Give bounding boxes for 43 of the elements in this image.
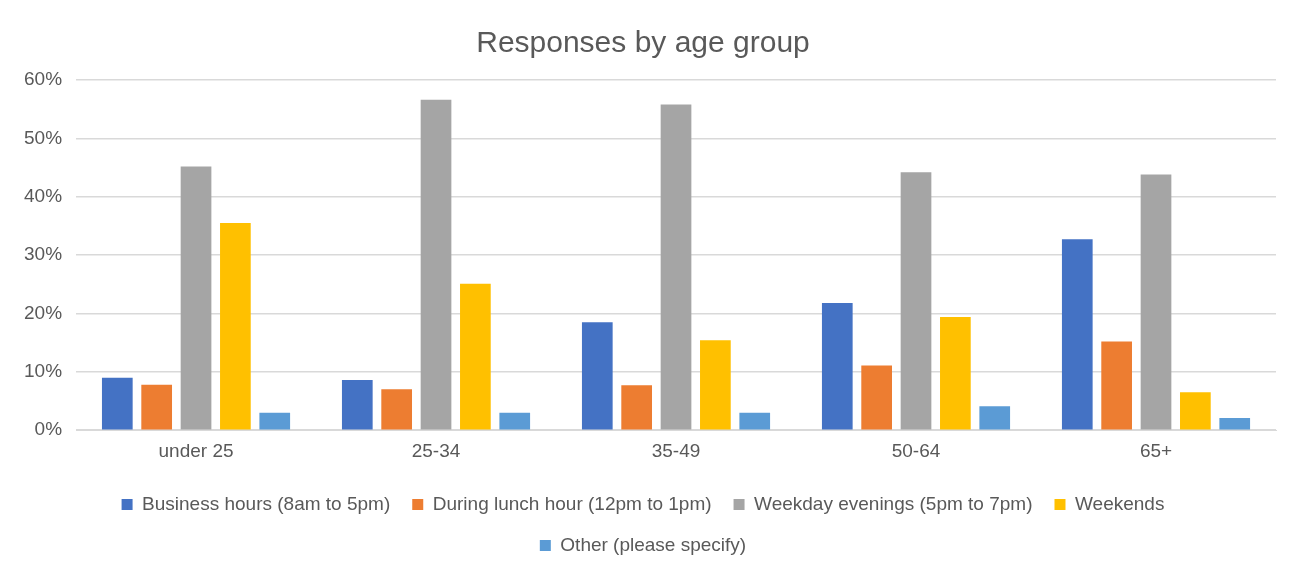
- y-tick-label: 10%: [24, 360, 63, 382]
- bar: [101, 377, 133, 430]
- y-tick-label: 0%: [34, 418, 63, 440]
- x-tick-label: 25-34: [411, 439, 461, 461]
- x-tick-label: 65+: [1139, 439, 1173, 461]
- y-tick-label: 40%: [24, 184, 63, 206]
- bar: [900, 172, 932, 430]
- bar: [821, 302, 853, 430]
- y-tick-label: 60%: [24, 68, 63, 90]
- bar: [1219, 417, 1251, 430]
- bar: [1180, 392, 1211, 430]
- bar: [259, 412, 291, 430]
- bar: [1140, 174, 1172, 430]
- legend-label: During lunch hour (12pm to 1pm): [432, 492, 712, 514]
- bar: [141, 384, 173, 430]
- bar: [420, 99, 452, 430]
- bar: [581, 322, 613, 430]
- y-tick-label: 20%: [24, 301, 63, 323]
- bar: [940, 316, 971, 430]
- bar: [499, 412, 531, 430]
- y-tick-label: 50%: [24, 126, 63, 148]
- bar: [861, 365, 892, 430]
- bar: [660, 104, 692, 430]
- bar: [979, 406, 1011, 430]
- bar: [220, 223, 251, 430]
- y-tick-label: 30%: [24, 243, 63, 265]
- bar: [739, 412, 771, 430]
- x-tick-label: under 25: [158, 439, 234, 461]
- x-tick-label: 35-49: [651, 439, 701, 461]
- bar: [381, 389, 413, 430]
- bar: [1101, 341, 1132, 430]
- bar: [700, 340, 731, 430]
- bar: [1061, 239, 1093, 430]
- legend-label: Other (please specify): [560, 533, 747, 555]
- bar: [460, 283, 491, 430]
- legend-label: Business hours (8am to 5pm): [142, 492, 391, 514]
- bar: [341, 380, 373, 430]
- legend-label: Weekday evenings (5pm to 7pm): [754, 492, 1033, 514]
- legend-label: Weekends: [1074, 492, 1165, 514]
- bar: [621, 385, 653, 430]
- bar: [180, 166, 212, 430]
- chart-title: Responses by age group: [476, 25, 810, 59]
- x-tick-label: 50-64: [891, 439, 941, 461]
